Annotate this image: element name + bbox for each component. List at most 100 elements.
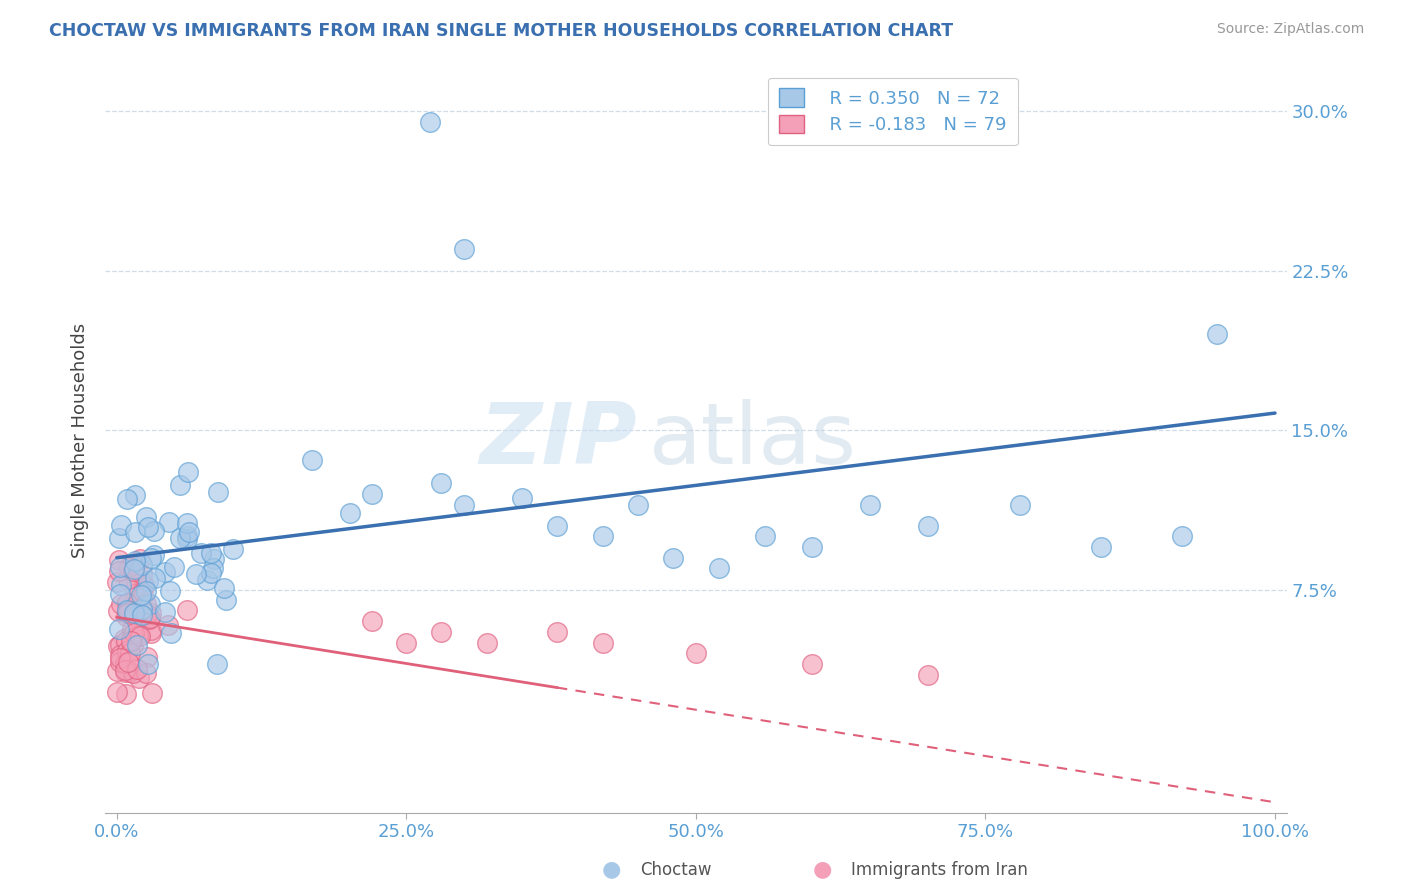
Point — [105, 664, 128, 678]
Point — [184, 566, 207, 581]
Point — [153, 565, 176, 579]
Point — [108, 648, 131, 663]
Point — [430, 625, 453, 640]
Point — [195, 573, 218, 587]
Point — [127, 662, 149, 676]
Point — [114, 665, 136, 679]
Point — [114, 656, 136, 670]
Y-axis label: Single Mother Households: Single Mother Households — [72, 323, 89, 558]
Text: ●: ● — [602, 860, 621, 880]
Point — [160, 626, 183, 640]
Point — [627, 498, 650, 512]
Point — [110, 578, 132, 592]
Point — [131, 588, 153, 602]
Point — [107, 639, 129, 653]
Text: Source: ZipAtlas.com: Source: ZipAtlas.com — [1216, 22, 1364, 37]
Point — [339, 507, 361, 521]
Point — [107, 553, 129, 567]
Point — [122, 587, 145, 601]
Point — [139, 606, 162, 620]
Point — [201, 561, 224, 575]
Point — [360, 615, 382, 629]
Point — [395, 636, 418, 650]
Point — [108, 531, 131, 545]
Point — [661, 550, 683, 565]
Point — [1010, 498, 1032, 512]
Point — [139, 623, 162, 637]
Point — [200, 566, 222, 581]
Point — [159, 515, 181, 529]
Point — [169, 532, 191, 546]
Point — [135, 583, 157, 598]
Point — [917, 518, 939, 533]
Point — [917, 667, 939, 681]
Point — [115, 606, 138, 620]
Point — [131, 607, 153, 622]
Point — [212, 581, 235, 595]
Point — [131, 602, 153, 616]
Point — [800, 540, 823, 554]
Point — [115, 634, 138, 648]
Point — [108, 560, 131, 574]
Point — [120, 628, 142, 642]
Point — [141, 626, 163, 640]
Point — [110, 651, 132, 665]
Point — [163, 560, 186, 574]
Point — [108, 564, 131, 578]
Point — [110, 518, 132, 533]
Point — [120, 646, 142, 660]
Point — [685, 647, 707, 661]
Point — [115, 609, 138, 624]
Point — [117, 655, 139, 669]
Point — [143, 571, 166, 585]
Point — [108, 622, 131, 636]
Point — [117, 644, 139, 658]
Point — [121, 622, 143, 636]
Point — [202, 551, 225, 566]
Point — [127, 628, 149, 642]
Point — [115, 687, 138, 701]
Point — [124, 524, 146, 539]
Point — [143, 548, 166, 562]
Point — [139, 551, 162, 566]
Text: ●: ● — [813, 860, 832, 880]
Text: ZIP: ZIP — [479, 400, 637, 483]
Point — [430, 476, 453, 491]
Point — [215, 593, 238, 607]
Point — [131, 610, 153, 624]
Point — [121, 558, 143, 572]
Point — [176, 516, 198, 530]
Point — [124, 488, 146, 502]
Point — [418, 114, 440, 128]
Point — [117, 492, 139, 507]
Point — [120, 634, 142, 648]
Point — [176, 603, 198, 617]
Point — [221, 542, 243, 557]
Point — [136, 574, 159, 588]
Point — [124, 554, 146, 568]
Point — [135, 597, 157, 611]
Point — [105, 685, 128, 699]
Point — [122, 638, 145, 652]
Point — [114, 664, 136, 678]
Point — [136, 650, 159, 665]
Point — [128, 630, 150, 644]
Point — [301, 453, 323, 467]
Point — [138, 612, 160, 626]
Point — [176, 529, 198, 543]
Text: Choctaw: Choctaw — [640, 861, 711, 879]
Point — [117, 572, 139, 586]
Point — [546, 518, 568, 533]
Point — [707, 561, 730, 575]
Point — [118, 665, 141, 679]
Point — [190, 546, 212, 560]
Point — [176, 465, 198, 479]
Point — [124, 582, 146, 596]
Point — [800, 657, 823, 671]
Point — [453, 242, 475, 256]
Point — [139, 598, 162, 612]
Point — [118, 604, 141, 618]
Point — [200, 546, 222, 560]
Point — [156, 617, 179, 632]
Point — [128, 671, 150, 685]
